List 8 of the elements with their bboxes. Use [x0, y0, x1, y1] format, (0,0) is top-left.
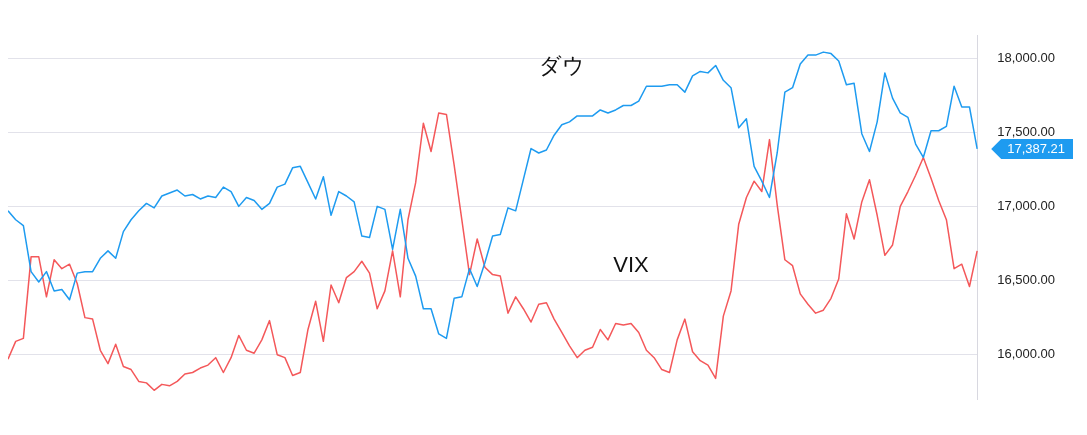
y-tick-label: 17,500.00 [997, 123, 1056, 139]
y-tick-label: 18,000.00 [997, 49, 1056, 65]
text: 17,387.21 [1007, 140, 1066, 156]
y-tick-label: 16,000.00 [997, 346, 1056, 362]
text: VIX [613, 251, 650, 277]
series-label: ダウ [538, 52, 585, 78]
y-tick-label: 17,000.00 [997, 197, 1056, 213]
y-tick-label: 16,500.00 [997, 272, 1056, 288]
